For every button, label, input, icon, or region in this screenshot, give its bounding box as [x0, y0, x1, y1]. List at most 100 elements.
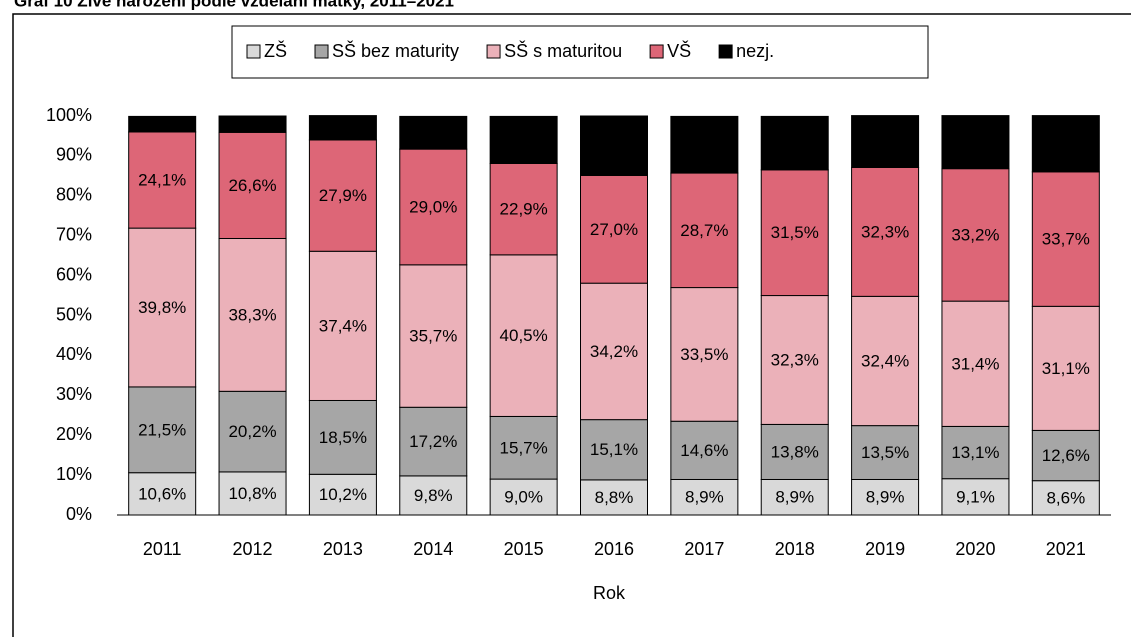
bar-segment: [128, 115, 197, 133]
y-tick-label: 90%: [56, 145, 92, 165]
y-tick-label: 40%: [56, 344, 92, 364]
data-label: 32,3%: [861, 222, 909, 241]
data-label: 13,3%: [951, 133, 999, 152]
data-label: 33,7%: [1042, 230, 1090, 249]
bar-segment: [760, 423, 829, 480]
bar-segment: [489, 115, 558, 164]
data-label: 27,0%: [590, 220, 638, 239]
data-label: 21,5%: [138, 420, 186, 439]
bar-segment: [489, 254, 558, 417]
bar-segment: [941, 478, 1010, 516]
data-label: 20,2%: [228, 422, 276, 441]
data-label: 13,8%: [771, 442, 819, 461]
x-tick-label: 2021: [1046, 539, 1086, 559]
data-label: 14,1%: [1042, 134, 1090, 153]
data-label: 17,2%: [409, 432, 457, 451]
data-label: 8,9%: [866, 488, 905, 507]
legend-label: VŠ: [667, 40, 691, 61]
bar-segment: [1031, 305, 1100, 431]
x-tick-label: 2020: [955, 539, 995, 559]
x-tick-label: 2017: [684, 539, 724, 559]
data-label: 8,9%: [685, 488, 724, 507]
bar-segment: [218, 390, 287, 473]
bar-segment: [941, 168, 1010, 302]
legend-swatch: [649, 44, 664, 59]
x-tick-label: 2019: [865, 539, 905, 559]
data-label: 18,5%: [319, 428, 367, 447]
data-label: 26,6%: [228, 176, 276, 195]
data-label: 38,3%: [228, 305, 276, 324]
bar-segment: [1031, 115, 1100, 173]
y-tick-label: 0%: [66, 504, 92, 524]
legend-label: SŠ s maturitou: [504, 40, 622, 61]
data-label: 31,5%: [771, 223, 819, 242]
bar-segment: [128, 227, 197, 388]
bar-segment: [308, 250, 377, 401]
bar-segment: [851, 115, 920, 168]
y-tick-label: 20%: [56, 424, 92, 444]
data-label: 31,1%: [1042, 359, 1090, 378]
x-tick-label: 2011: [143, 539, 182, 559]
data-label: 13,0%: [861, 132, 909, 151]
y-tick-label: 70%: [56, 224, 92, 244]
legend-swatch: [246, 44, 261, 59]
bar-segment: [308, 139, 377, 252]
bar-segment: [760, 169, 829, 297]
data-label: 33,2%: [951, 225, 999, 244]
bar-segment: [851, 166, 920, 297]
legend-swatch: [486, 44, 501, 59]
data-label: 14,2%: [680, 135, 728, 154]
x-tick-label: 2015: [504, 539, 544, 559]
bar-segment: [1031, 171, 1100, 307]
legend-label: ZŠ: [264, 40, 287, 61]
legend-label: nezj.: [736, 41, 774, 61]
data-label: 29,0%: [409, 197, 457, 216]
bar-segment: [489, 415, 558, 480]
bar-segment: [670, 478, 739, 516]
frame: [12, 13, 1131, 637]
data-label: 3,9%: [143, 115, 182, 134]
y-tick-label: 60%: [56, 264, 92, 284]
data-label: 31,4%: [951, 354, 999, 373]
data-label: 9,1%: [956, 487, 995, 506]
data-label: 37,4%: [319, 316, 367, 335]
data-label: 10,8%: [228, 484, 276, 503]
bar-segment: [399, 475, 468, 516]
bar-segment: [308, 473, 377, 516]
data-label: 13,4%: [771, 134, 819, 153]
bar-segment: [489, 162, 558, 256]
data-label: 11,8%: [500, 130, 547, 149]
data-label: 9,8%: [414, 486, 453, 505]
legend-swatch: [314, 44, 329, 59]
data-label: 32,4%: [861, 351, 909, 370]
data-label: 40,5%: [500, 326, 548, 345]
bar-segment: [670, 287, 739, 422]
bar-segment: [399, 148, 468, 266]
bar-segment: [941, 425, 1010, 480]
bar-segment: [580, 174, 648, 284]
x-tick-label: 2018: [775, 539, 815, 559]
data-label: 35,7%: [409, 327, 457, 346]
data-label: 4,1%: [233, 115, 272, 134]
data-label: 8,8%: [595, 488, 634, 507]
data-label: 10,2%: [319, 485, 367, 504]
data-label: 8,2%: [414, 123, 453, 142]
x-tick-label: 2014: [413, 539, 453, 559]
legend-box: [231, 25, 929, 79]
data-label: 13,5%: [861, 443, 909, 462]
y-tick-label: 100%: [46, 105, 92, 125]
bar-segment: [1031, 429, 1100, 482]
data-label: 22,9%: [500, 200, 548, 219]
bar-segment: [399, 406, 468, 477]
data-label: 12,6%: [1042, 446, 1090, 465]
x-tick-label: 2016: [594, 539, 634, 559]
data-label: 15,1%: [590, 440, 638, 459]
chart-title: Graf 10 Živě narození podle vzdělání mat…: [14, 0, 454, 10]
y-tick-label: 80%: [56, 185, 92, 205]
data-label: 39,8%: [138, 298, 186, 317]
bar-segment: [670, 115, 739, 174]
bar-segment: [580, 115, 648, 176]
data-label: 15,7%: [500, 438, 548, 457]
bar-segment: [399, 264, 468, 408]
